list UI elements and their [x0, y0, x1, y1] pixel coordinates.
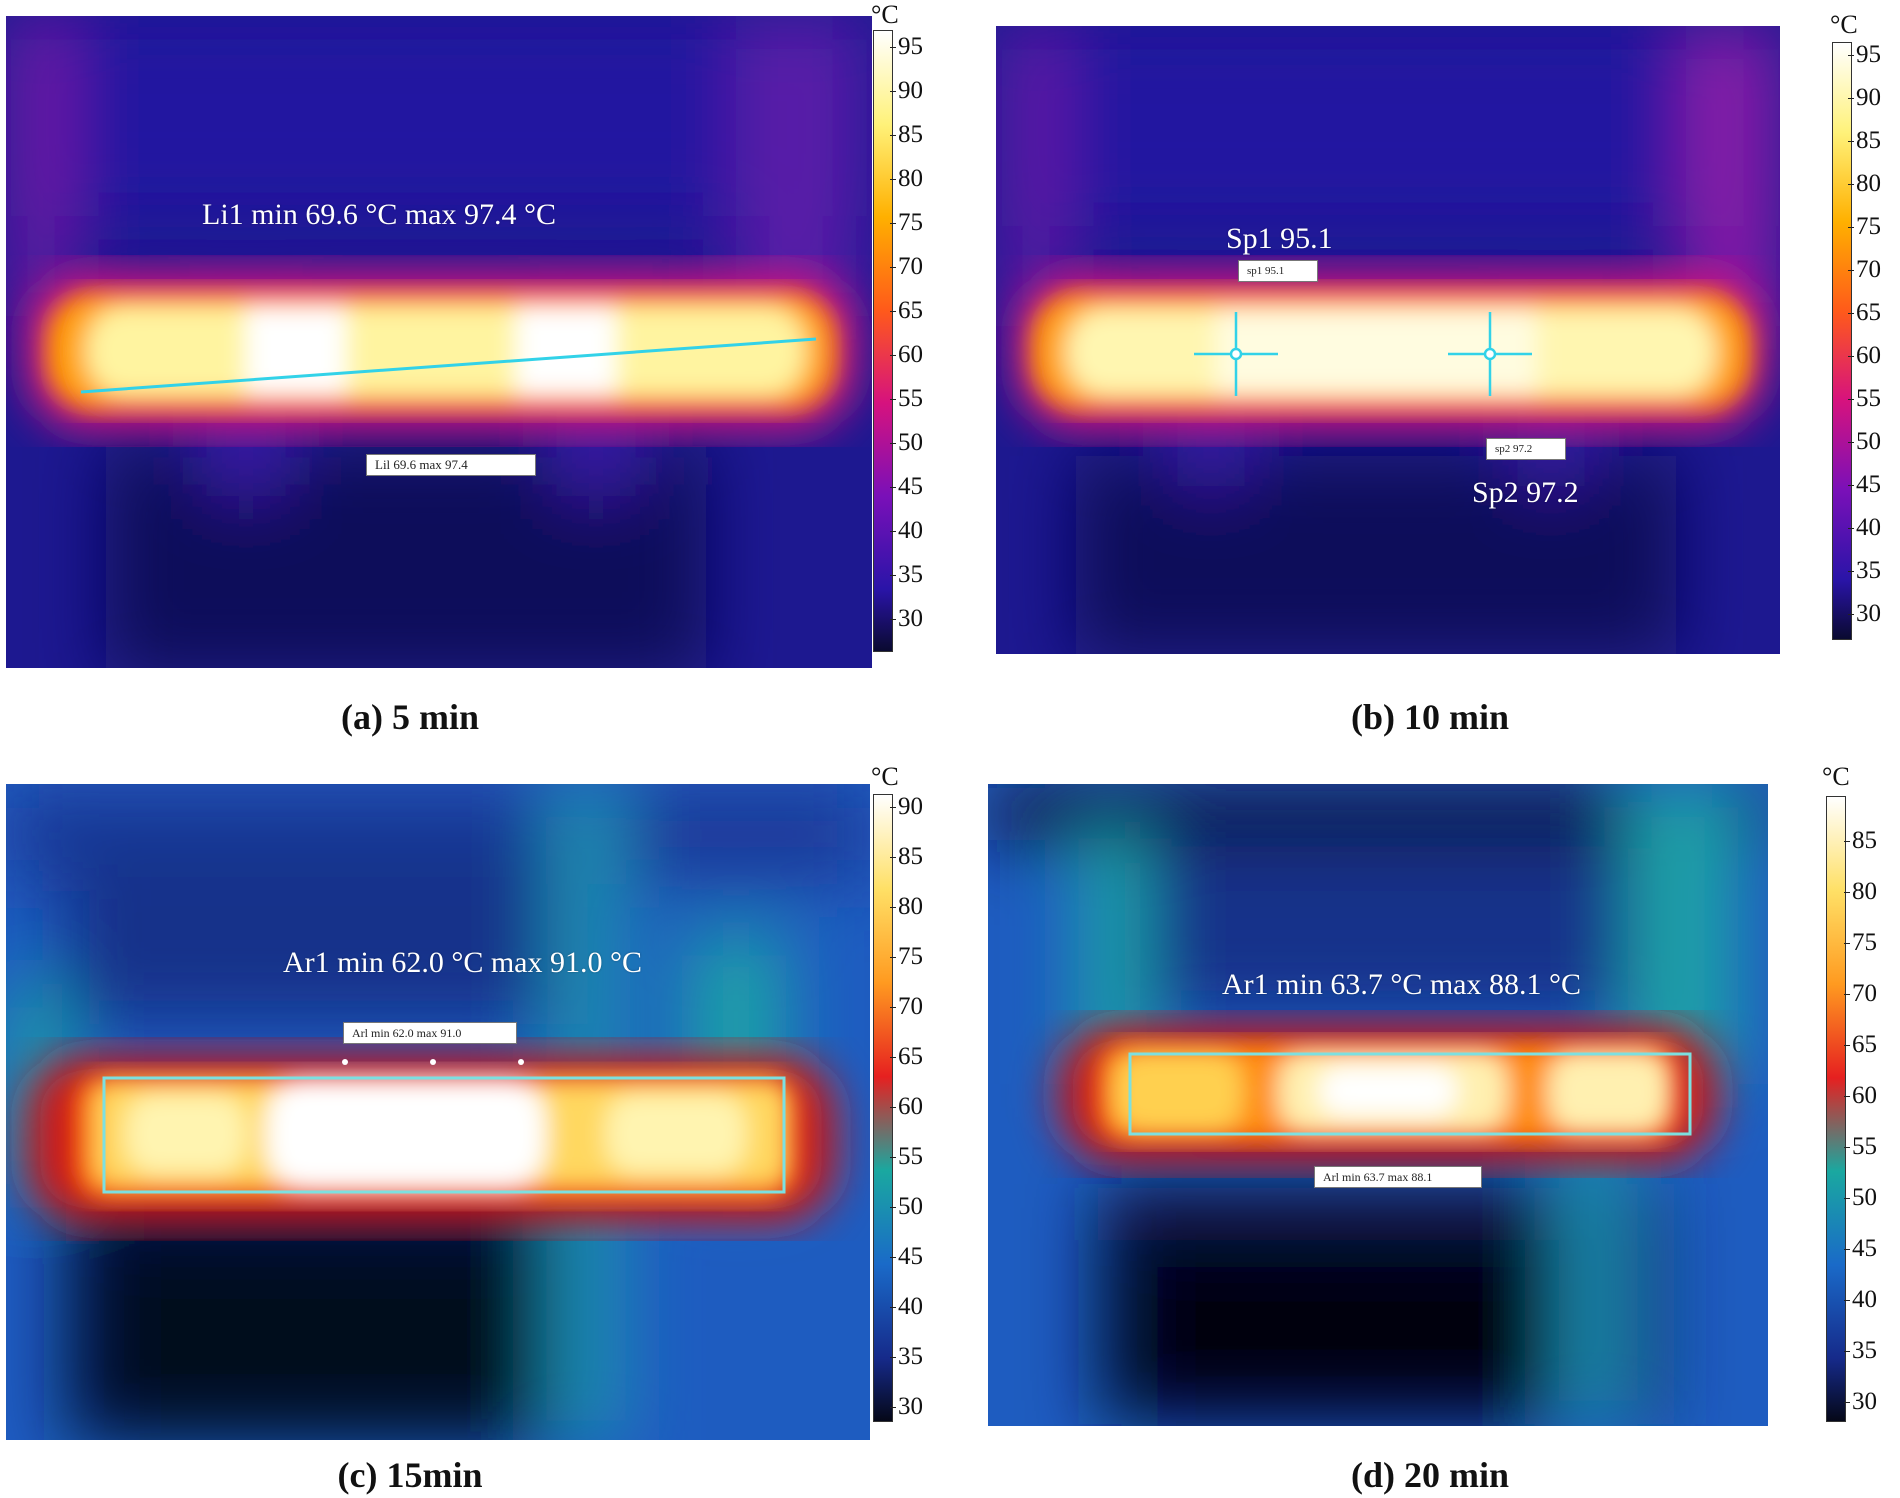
- scale-tick: 55: [890, 1143, 923, 1170]
- scale-tick: 65: [1844, 1031, 1877, 1058]
- color-scale-bar-d: [1826, 796, 1846, 1422]
- scale-tick: 35: [1848, 557, 1881, 584]
- measurement-area-ar1: [102, 1076, 786, 1194]
- scale-tick: 55: [1848, 385, 1881, 412]
- scale-unit-c: °C: [871, 762, 899, 791]
- temperature-scale-a: °C 95 90 85 80 75 70 65 60 55 50 45 40 3…: [871, 0, 943, 654]
- scale-unit-d: °C: [1822, 762, 1850, 791]
- scale-tick: 95: [1848, 41, 1881, 68]
- scale-tick: 80: [890, 165, 923, 192]
- overlay-readout-sp2: Sp2 97.2: [1472, 476, 1579, 509]
- handle-point: [342, 1059, 348, 1065]
- scale-tick: 65: [890, 1043, 923, 1070]
- overlay-readout-a: Li1 min 69.6 °C max 97.4 °C: [202, 198, 556, 231]
- spot-marker-sp1: [1194, 312, 1278, 396]
- measurement-tag-sp1: sp1 95.1: [1238, 260, 1318, 282]
- overlay-readout-sp1: Sp1 95.1: [1226, 222, 1333, 255]
- temperature-scale-c: °C 90 85 80 75 70 65 60 55 50 45 40 35 3…: [871, 762, 943, 1424]
- scale-tick: 60: [1844, 1082, 1877, 1109]
- handle-point: [518, 1059, 524, 1065]
- scale-tick: 55: [1844, 1133, 1877, 1160]
- panel-d: Ar1 min 63.7 °C max 88.1 °C Arl min 63.7…: [950, 760, 1900, 1498]
- scale-tick: 85: [1848, 127, 1881, 154]
- scale-tick: 70: [890, 253, 923, 280]
- scale-tick: 75: [1844, 929, 1877, 956]
- scale-tick: 80: [1848, 170, 1881, 197]
- measurement-tag-c: Arl min 62.0 max 91.0: [343, 1022, 517, 1044]
- scale-tick: 50: [890, 1193, 923, 1220]
- scale-tick: 70: [1848, 256, 1881, 283]
- scale-tick: 40: [890, 1293, 923, 1320]
- scale-tick: 50: [890, 429, 923, 456]
- scale-tick: 95: [890, 33, 923, 60]
- scale-tick: 60: [890, 341, 923, 368]
- scale-tick: 60: [1848, 342, 1881, 369]
- scale-tick: 45: [890, 473, 923, 500]
- caption-b: (b) 10 min: [1350, 697, 1509, 737]
- scale-unit-b: °C: [1830, 10, 1858, 39]
- scale-tick: 45: [890, 1243, 923, 1270]
- scale-tick: 30: [890, 1393, 923, 1420]
- scale-tick: 50: [1844, 1184, 1877, 1211]
- spot-marker-sp2: [1448, 312, 1532, 396]
- overlay-readout-d: Ar1 min 63.7 °C max 88.1 °C: [1222, 968, 1581, 1001]
- color-scale-bar-a: [873, 30, 893, 652]
- scale-tick: 55: [890, 385, 923, 412]
- scale-tick: 35: [890, 561, 923, 588]
- scale-tick: 80: [890, 893, 923, 920]
- handle-point: [430, 1059, 436, 1065]
- scale-tick: 35: [890, 1343, 923, 1370]
- panel-a: Li1 min 69.6 °C max 97.4 °C Lil 69.6 max…: [0, 0, 950, 740]
- scale-tick: 35: [1844, 1337, 1877, 1364]
- scale-tick: 40: [890, 517, 923, 544]
- scale-tick: 90: [890, 793, 923, 820]
- overlay-readout-c: Ar1 min 62.0 °C max 91.0 °C: [283, 946, 642, 979]
- scale-tick: 30: [890, 605, 923, 632]
- measurement-tag-sp2: sp2 97.2: [1486, 438, 1566, 460]
- scale-unit-a: °C: [871, 0, 899, 29]
- scale-tick: 85: [890, 121, 923, 148]
- caption-a: (a) 5 min: [341, 697, 479, 737]
- thermal-image-a: Li1 min 69.6 °C max 97.4 °C Lil 69.6 max…: [6, 16, 872, 668]
- color-scale-bar-c: [873, 794, 893, 1422]
- scale-tick: 85: [1844, 827, 1877, 854]
- scale-tick: 75: [890, 209, 923, 236]
- caption-c: (c) 15min: [337, 1455, 483, 1495]
- thermal-image-d: Ar1 min 63.7 °C max 88.1 °C Arl min 63.7…: [988, 784, 1768, 1426]
- scale-tick: 75: [1848, 213, 1881, 240]
- scale-tick: 40: [1844, 1286, 1877, 1313]
- color-scale-bar-b: [1832, 42, 1852, 640]
- measurement-area-ar1: [1128, 1052, 1692, 1136]
- caption-d: (d) 20 min: [1350, 1455, 1509, 1495]
- measurement-tag-d: Arl min 63.7 max 88.1: [1314, 1166, 1482, 1188]
- scale-tick: 65: [890, 297, 923, 324]
- scale-tick: 30: [1848, 600, 1881, 627]
- scale-tick: 70: [890, 993, 923, 1020]
- thermal-image-c: Ar1 min 62.0 °C max 91.0 °C Arl min 62.0…: [6, 784, 870, 1440]
- scale-tick: 60: [890, 1093, 923, 1120]
- scale-tick: 90: [890, 77, 923, 104]
- scale-tick: 85: [890, 843, 923, 870]
- panel-b: Sp1 95.1 sp1 95.1 sp2 97.2 Sp2 97.2 °C 9…: [950, 0, 1900, 740]
- scale-tick: 90: [1848, 84, 1881, 111]
- scale-tick: 80: [1844, 878, 1877, 905]
- temperature-scale-d: °C 85 80 75 70 65 60 55 50 45 40 35 30: [1822, 762, 1898, 1424]
- scale-tick: 30: [1844, 1388, 1877, 1415]
- scale-tick: 75: [890, 943, 923, 970]
- scale-tick: 65: [1848, 299, 1881, 326]
- scale-tick: 70: [1844, 980, 1877, 1007]
- scale-tick: 45: [1848, 471, 1881, 498]
- panel-c: Ar1 min 62.0 °C max 91.0 °C Arl min 62.0…: [0, 760, 950, 1498]
- thermal-image-b: Sp1 95.1 sp1 95.1 sp2 97.2 Sp2 97.2: [996, 26, 1780, 654]
- measurement-line-li1: [80, 337, 817, 394]
- scale-tick: 40: [1848, 514, 1881, 541]
- temperature-scale-b: °C 95 90 85 80 75 70 65 60 55 50 45 40 3…: [1830, 10, 1900, 642]
- scale-tick: 50: [1848, 428, 1881, 455]
- scale-tick: 45: [1844, 1235, 1877, 1262]
- measurement-tag-a: Lil 69.6 max 97.4: [366, 454, 536, 476]
